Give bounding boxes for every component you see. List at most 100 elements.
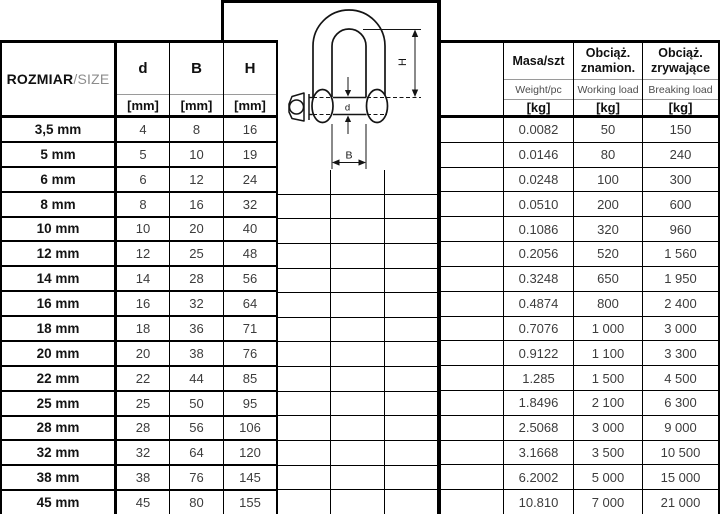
row-b-value: 56 <box>170 416 224 440</box>
row-b-value: 16 <box>170 192 224 216</box>
row-weight-value: 0.4874 <box>504 291 574 316</box>
empty-cell <box>278 243 331 268</box>
dimensions-table-header: ROZMIAR/SIZE d [mm] B [mm] H [mm] <box>2 43 276 118</box>
empty-cell <box>278 441 331 465</box>
row-size-label: 32 mm <box>2 441 117 465</box>
b-column-label: B <box>170 43 223 95</box>
row-h-value: 155 <box>239 495 261 511</box>
empty-grid-row <box>278 170 437 194</box>
weight-unit: [kg] <box>526 100 551 115</box>
row-weight-value: 6.2002 <box>504 465 574 490</box>
breaking-load-pl-line2: zrywające <box>650 61 711 75</box>
row-size-label: 20 mm <box>2 341 117 365</box>
row-breaking-load-value: 960 <box>669 221 692 237</box>
row-spacer-cell <box>441 316 504 341</box>
row-h-value: 106 <box>239 420 261 436</box>
shackle-pin <box>309 96 367 116</box>
row-weight-value: 0.0082 <box>504 118 574 142</box>
dimension-row: 28 mm 28 56 106 <box>2 416 276 442</box>
row-working-load-value: 50 <box>574 118 643 142</box>
row-breaking-load-value: 4 500 <box>664 370 697 386</box>
empty-cell <box>385 195 437 219</box>
weight-label-pl: Masa/szt <box>504 43 573 80</box>
empty-cell <box>385 318 437 342</box>
row-breaking-load-value: 150 <box>669 122 692 138</box>
h-column-header: H [mm] <box>224 43 276 115</box>
row-b-value: 50 <box>170 391 224 415</box>
row-spacer-cell <box>441 366 504 390</box>
row-d-value: 28 <box>117 416 170 440</box>
row-working-load-value: 7 000 <box>574 490 643 514</box>
dimension-row: 45 mm 45 80 155 <box>2 491 276 514</box>
working-load-pl-line1: Obciąż. <box>585 46 631 61</box>
row-working-load-value: 1 000 <box>574 316 643 341</box>
empty-grid-row <box>278 316 437 342</box>
row-d-value: 5 <box>117 142 170 166</box>
row-breaking-load-value: 3 300 <box>664 345 697 361</box>
drawing-box-top-border <box>221 0 441 3</box>
row-d-value: 20 <box>117 341 170 365</box>
working-load-label-pl: Obciąż. znamion. <box>574 43 642 80</box>
empty-cell <box>278 170 331 194</box>
row-breaking-load-value: 9 000 <box>664 420 697 436</box>
row-b-value: 20 <box>170 217 224 241</box>
row-weight-value: 1.285 <box>504 366 574 390</box>
row-size-label: 18 mm <box>2 317 117 340</box>
breaking-load-column-header: Obciąż. zrywające Breaking load [kg] <box>643 43 718 115</box>
row-size-label: 10 mm <box>2 217 117 241</box>
load-row: 3.1668 3 500 10 500 <box>441 440 718 466</box>
row-h-value: 16 <box>242 121 258 137</box>
empty-cell <box>385 219 437 243</box>
empty-cell <box>331 490 385 514</box>
breaking-load-unit: [kg] <box>668 100 693 115</box>
row-breaking-load-value: 3 000 <box>664 320 697 336</box>
row-b-value: 80 <box>170 491 224 514</box>
row-h-value: 76 <box>242 345 258 361</box>
drawing-box-right-border <box>437 0 441 514</box>
working-load-label-en: Working load <box>574 80 642 100</box>
row-spacer-cell <box>441 167 504 192</box>
empty-cell <box>385 441 437 465</box>
dimensions-table: ROZMIAR/SIZE d [mm] B [mm] H [mm] 3,5 mm… <box>0 40 278 514</box>
dimension-row: 32 mm 32 64 120 <box>2 441 276 467</box>
row-size-label: 6 mm <box>2 167 117 191</box>
empty-cell <box>385 416 437 440</box>
row-weight-value: 0.0510 <box>504 192 574 217</box>
row-b-value: 10 <box>170 142 224 166</box>
row-h-value: 120 <box>239 445 261 461</box>
shackle-left-lug <box>311 88 334 124</box>
empty-header-cell <box>441 43 504 115</box>
row-b-value: 8 <box>170 118 224 141</box>
row-size-label: 38 mm <box>2 466 117 490</box>
left-table-body: 3,5 mm 4 8 16 5 mm 5 10 19 6 mm 6 12 24 8 mm 8 16 32 10 … <box>2 118 276 514</box>
empty-grid-row <box>278 366 437 391</box>
row-breaking-load-value: 2 400 <box>664 296 697 312</box>
row-d-value: 10 <box>117 217 170 241</box>
row-breaking-load-value: 21 000 <box>660 494 701 510</box>
row-weight-value: 0.0146 <box>504 142 574 167</box>
empty-cell <box>385 367 437 391</box>
shackle-pin-hidden-lines <box>313 97 421 115</box>
row-size-label: 25 mm <box>2 391 117 415</box>
middle-grid <box>278 170 437 514</box>
row-spacer-cell <box>441 440 504 465</box>
row-spacer-cell <box>441 341 504 366</box>
shackle-drawing: H d B <box>288 9 421 169</box>
empty-grid-row <box>278 390 437 416</box>
empty-cell <box>331 342 385 367</box>
empty-cell <box>331 416 385 441</box>
dimension-label-h: H <box>397 58 409 66</box>
empty-cell <box>278 194 331 219</box>
row-weight-value: 0.3248 <box>504 266 574 291</box>
empty-cell <box>385 293 437 317</box>
row-h-value: 48 <box>242 246 258 262</box>
row-weight-value: 0.0248 <box>504 167 574 192</box>
row-size-label: 12 mm <box>2 242 117 266</box>
empty-cell <box>278 416 331 441</box>
breaking-load-label-pl: Obciąż. zrywające <box>643 43 718 80</box>
row-size-label: 22 mm <box>2 366 117 390</box>
empty-cell <box>278 490 331 514</box>
row-d-value: 32 <box>117 441 170 465</box>
row-b-value: 25 <box>170 242 224 266</box>
